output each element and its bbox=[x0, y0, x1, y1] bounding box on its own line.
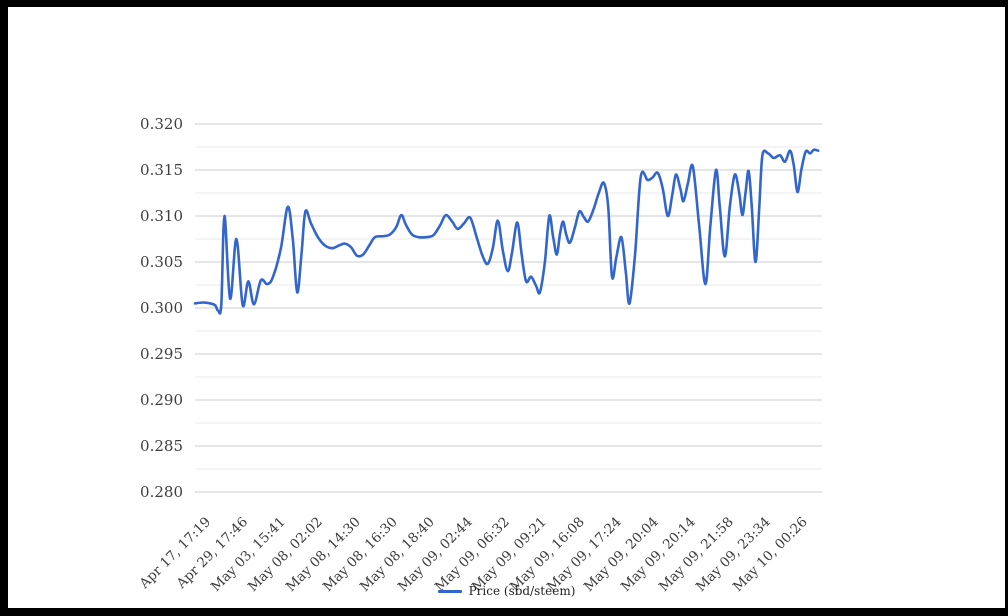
y-axis-tick-label: 0.310 bbox=[140, 207, 183, 225]
y-axis-tick-label: 0.300 bbox=[140, 299, 183, 317]
plot-area[interactable] bbox=[193, 101, 822, 521]
legend-label: Price (sbd/steem) bbox=[468, 584, 576, 598]
y-axis-tick-label: 0.305 bbox=[140, 253, 183, 271]
price-line-series[interactable] bbox=[193, 148, 820, 315]
y-axis-tick-label: 0.280 bbox=[140, 483, 183, 501]
y-axis-tick-label: 0.295 bbox=[140, 345, 183, 363]
y-axis-tick-label: 0.320 bbox=[140, 115, 183, 133]
legend: Price (sbd/steem) bbox=[8, 584, 1005, 598]
major-gridlines bbox=[195, 123, 822, 493]
y-axis-tick-label: 0.285 bbox=[140, 437, 183, 455]
chart-canvas: 0.320 0.315 0.310 0.305 0.300 0.295 0.290 0.285… bbox=[8, 7, 1005, 608]
y-axis-tick-label: 0.315 bbox=[140, 161, 183, 179]
legend-line-swatch bbox=[437, 589, 462, 593]
y-axis-tick-label: 0.290 bbox=[140, 391, 183, 409]
